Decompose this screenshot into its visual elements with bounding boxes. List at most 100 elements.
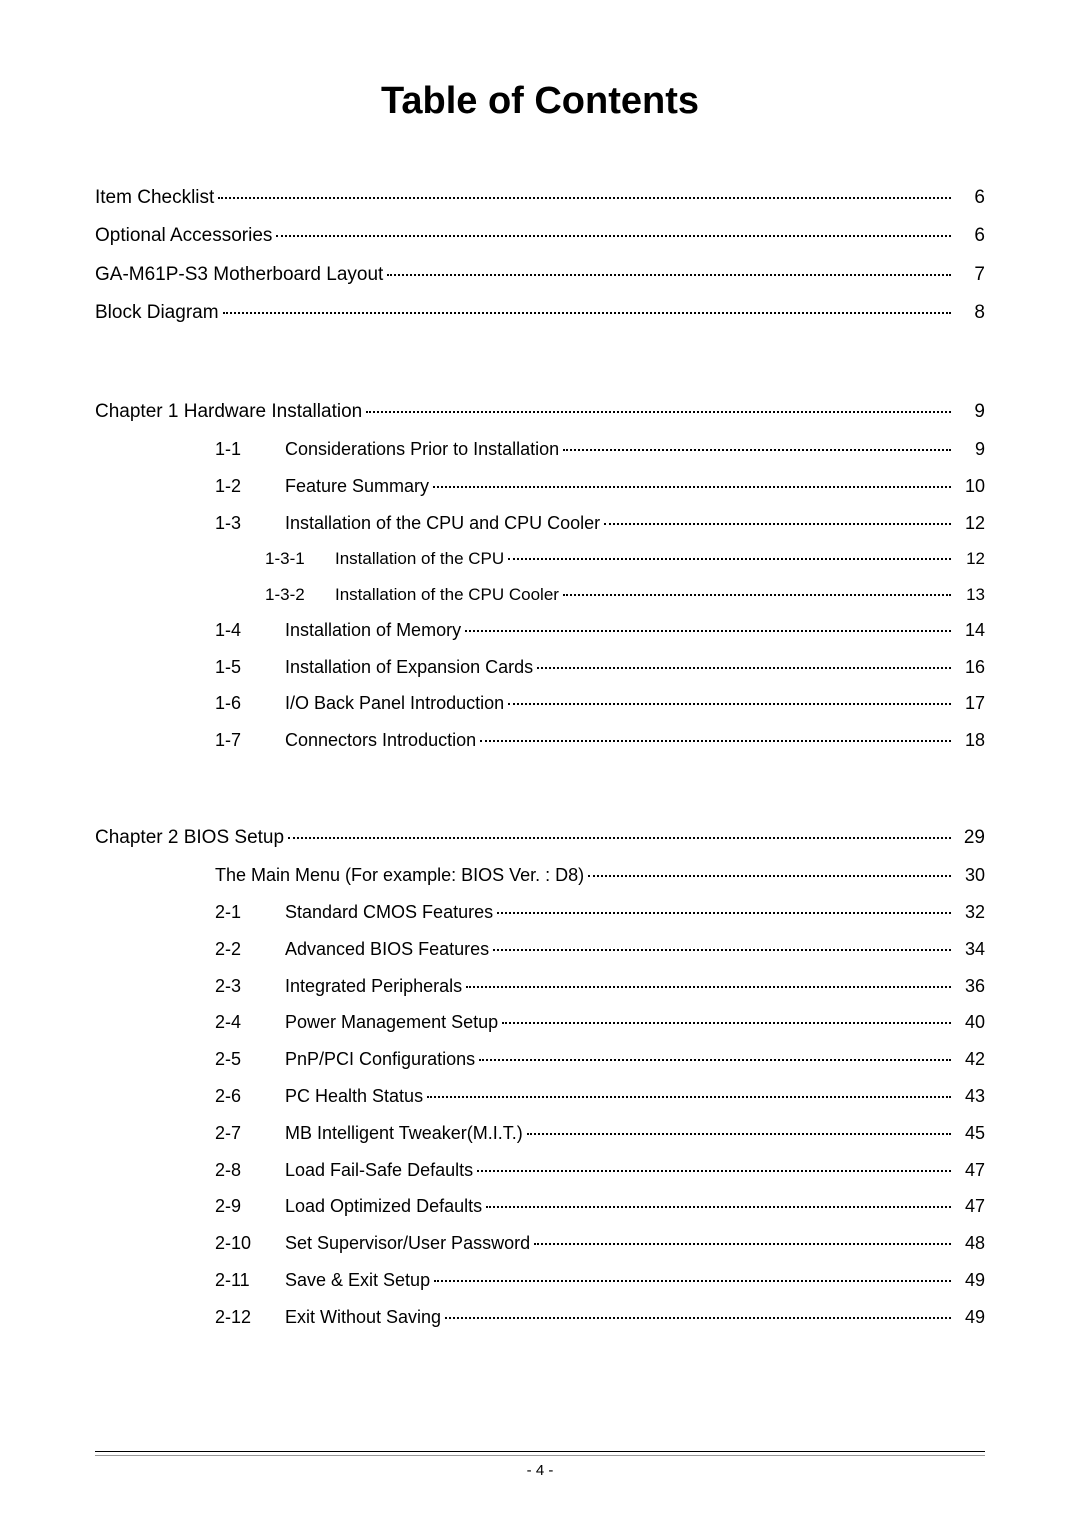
- toc-label: The Main Menu (For example: BIOS Ver. : …: [215, 861, 584, 890]
- toc-dots: [445, 1317, 951, 1319]
- toc-row: 2-5PnP/PCI Configurations 42: [95, 1045, 985, 1074]
- toc-row: Block Diagram 8: [95, 298, 985, 328]
- toc-row: GA-M61P-S3 Motherboard Layout 7: [95, 260, 985, 290]
- toc-page: 36: [955, 972, 985, 1001]
- toc-row: The Main Menu (For example: BIOS Ver. : …: [95, 861, 985, 890]
- toc-page: 43: [955, 1082, 985, 1111]
- toc-row: Optional Accessories 6: [95, 221, 985, 251]
- toc-dots: [534, 1243, 951, 1245]
- toc-dots: [588, 875, 951, 877]
- toc-page: 49: [955, 1303, 985, 1332]
- toc-label: Chapter 2 BIOS Setup: [95, 823, 284, 853]
- toc-page: 29: [955, 823, 985, 853]
- toc-dots: [434, 1280, 951, 1282]
- toc-page: 6: [955, 221, 985, 251]
- toc-dots: [497, 912, 951, 914]
- toc-page: 9: [955, 435, 985, 464]
- toc-page: 49: [955, 1266, 985, 1295]
- toc-row: 1-1Considerations Prior to Installation 9: [95, 435, 985, 464]
- toc-page: 47: [955, 1156, 985, 1185]
- toc-dots: [563, 449, 951, 451]
- toc-row: Item Checklist6: [95, 183, 985, 213]
- toc-page: 32: [955, 898, 985, 927]
- toc-row: 1-7Connectors Introduction18: [95, 726, 985, 755]
- toc-label: 1-5Installation of Expansion Cards: [215, 653, 533, 682]
- toc-row: 1-3-1Installation of the CPU 12: [95, 545, 985, 572]
- toc-row: 1-3Installation of the CPU and CPU Coole…: [95, 509, 985, 538]
- toc-page: 12: [955, 509, 985, 538]
- toc-dots: [502, 1022, 951, 1024]
- toc-dots: [477, 1170, 951, 1172]
- toc-dots: [387, 274, 951, 276]
- toc-row: Chapter 2 BIOS Setup 29: [95, 823, 985, 853]
- toc-label: 2-9Load Optimized Defaults: [215, 1192, 482, 1221]
- toc-page: 7: [955, 260, 985, 290]
- toc-dots: [508, 703, 951, 705]
- chapters-list: Chapter 1 Hardware Installation91-1Consi…: [95, 337, 985, 1332]
- toc-page: 48: [955, 1229, 985, 1258]
- toc-dots: [493, 949, 951, 951]
- toc-label: 1-1Considerations Prior to Installation: [215, 435, 559, 464]
- toc-dots: [433, 486, 951, 488]
- toc-row: 2-2Advanced BIOS Features34: [95, 935, 985, 964]
- toc-label: 2-3Integrated Peripherals: [215, 972, 462, 1001]
- toc-page: 42: [955, 1045, 985, 1074]
- toc-page: 30: [955, 861, 985, 890]
- toc-row: 2-3Integrated Peripherals 36: [95, 972, 985, 1001]
- toc-dots: [604, 523, 951, 525]
- toc-row: 2-7MB Intelligent Tweaker(M.I.T.)45: [95, 1119, 985, 1148]
- toc-label: 2-4Power Management Setup: [215, 1008, 498, 1037]
- toc-label: 2-5PnP/PCI Configurations: [215, 1045, 475, 1074]
- toc-page: 13: [955, 581, 985, 608]
- toc-label: 2-7MB Intelligent Tweaker(M.I.T.): [215, 1119, 523, 1148]
- toc-page: 10: [955, 472, 985, 501]
- toc-row: 1-6I/O Back Panel Introduction 17: [95, 689, 985, 718]
- toc-dots: [466, 986, 951, 988]
- toc-label: 2-12Exit Without Saving: [215, 1303, 441, 1332]
- toc-page: 47: [955, 1192, 985, 1221]
- toc-label: 1-4Installation of Memory: [215, 616, 461, 645]
- toc-page: 8: [955, 298, 985, 328]
- toc-page: 17: [955, 689, 985, 718]
- toc-page: 12: [955, 545, 985, 572]
- toc-row: 2-1Standard CMOS Features 32: [95, 898, 985, 927]
- toc-label: 2-1Standard CMOS Features: [215, 898, 493, 927]
- page-title: Table of Contents: [95, 80, 985, 123]
- toc-row: 1-2Feature Summary 10: [95, 472, 985, 501]
- toc-page: 40: [955, 1008, 985, 1037]
- toc-row: 1-5Installation of Expansion Cards16: [95, 653, 985, 682]
- toc-label: 2-2Advanced BIOS Features: [215, 935, 489, 964]
- toc-page: 14: [955, 616, 985, 645]
- toc-label: 1-6I/O Back Panel Introduction: [215, 689, 504, 718]
- toc-label: 1-3Installation of the CPU and CPU Coole…: [215, 509, 600, 538]
- toc-row: 2-4Power Management Setup 40: [95, 1008, 985, 1037]
- toc-label: 1-3-1Installation of the CPU: [265, 545, 504, 572]
- toc-label: Block Diagram: [95, 298, 219, 328]
- toc-dots: [223, 312, 951, 314]
- page-footer: - 4 -: [95, 1451, 985, 1479]
- toc-row: 2-9Load Optimized Defaults 47: [95, 1192, 985, 1221]
- toc-dots: [288, 837, 951, 839]
- toc-label: Chapter 1 Hardware Installation: [95, 397, 362, 427]
- toc-row: 2-6PC Health Status 43: [95, 1082, 985, 1111]
- toc-dots: [527, 1133, 951, 1135]
- toc-dots: [486, 1206, 951, 1208]
- toc-dots: [465, 630, 951, 632]
- toc-dots: [276, 235, 951, 237]
- toc-label: GA-M61P-S3 Motherboard Layout: [95, 260, 383, 290]
- toc-row: Chapter 1 Hardware Installation9: [95, 397, 985, 427]
- toc-label: 2-11Save & Exit Setup: [215, 1266, 430, 1295]
- footer-rule-bottom: [95, 1455, 985, 1456]
- toc-label: 1-2Feature Summary: [215, 472, 429, 501]
- toc-row: 1-4Installation of Memory 14: [95, 616, 985, 645]
- toc-dots: [563, 594, 951, 596]
- page-number: - 4 -: [95, 1462, 985, 1479]
- toc-container: Item Checklist6 Optional Accessories 6 GA-M…: [95, 183, 985, 1332]
- toc-dots: [480, 740, 951, 742]
- toc-row: 2-12Exit Without Saving 49: [95, 1303, 985, 1332]
- toc-label: 2-6PC Health Status: [215, 1082, 423, 1111]
- toc-label: Item Checklist: [95, 183, 214, 213]
- toc-dots: [218, 197, 951, 199]
- toc-label: Optional Accessories: [95, 221, 272, 251]
- toc-row: 2-11Save & Exit Setup 49: [95, 1266, 985, 1295]
